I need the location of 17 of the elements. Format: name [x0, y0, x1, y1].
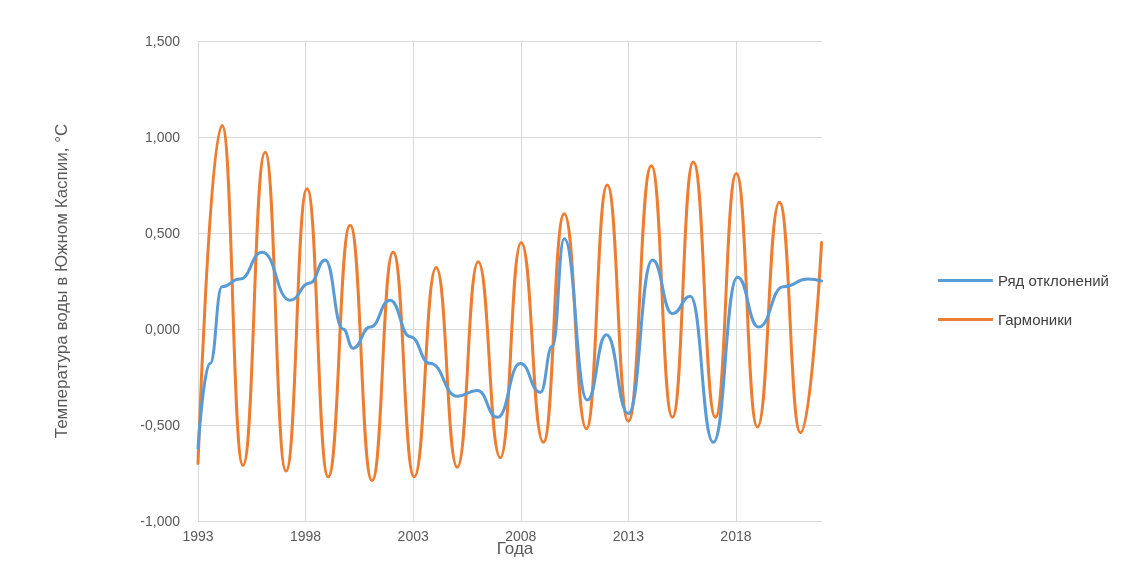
y-tick-label: 0,000: [144, 321, 181, 337]
y-tick-label: 1,000: [144, 129, 181, 145]
line-series: [196, 237, 824, 450]
x-tick-label: 2018: [720, 528, 752, 544]
line-series: [196, 123, 824, 483]
x-tick-label: 2013: [612, 528, 645, 544]
x-tick-label: 1993: [182, 528, 214, 544]
legend-label: Ряд отклонений: [997, 272, 1109, 289]
y-tick-label: -0,500: [140, 417, 181, 433]
y-tick-label: 0,500: [144, 225, 181, 241]
y-tick-label: -1,000: [140, 513, 181, 529]
x-tick-label: 2008: [505, 528, 537, 544]
x-tick-label: 2003: [397, 528, 429, 544]
y-axis-title: Температура воды в Южном Каспии, °C: [52, 123, 71, 439]
y-tick-label: 1,500: [144, 33, 181, 49]
x-tick-label: 1998: [290, 528, 322, 544]
legend-label: Гармоники: [997, 311, 1073, 328]
